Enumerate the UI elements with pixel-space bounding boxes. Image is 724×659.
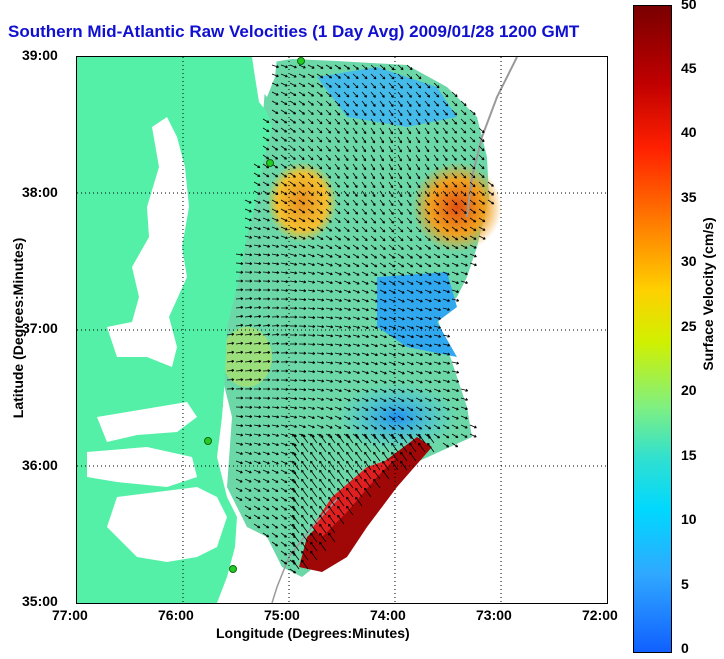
low-velocity-north: [317, 67, 457, 127]
colorbar-tick: 45: [681, 60, 697, 76]
y-axis-label: Latitude (Degrees:Minutes): [10, 237, 26, 419]
xtick-74: 74:00: [370, 607, 406, 623]
xtick-77: 77:00: [52, 607, 88, 623]
x-axis-label: Longitude (Degrees:Minutes): [216, 625, 410, 641]
isobath-north: [466, 57, 518, 218]
map-title: Southern Mid-Atlantic Raw Velocities (1 …: [8, 22, 580, 41]
colorbar: [633, 5, 672, 653]
delaware-bay: [259, 57, 277, 97]
colorbar-tick: 15: [681, 447, 697, 463]
chesapeake-bay: [107, 117, 189, 367]
map-canvas: [77, 57, 607, 603]
xtick-73: 73:00: [476, 607, 512, 623]
velocity-vectors: [226, 64, 495, 574]
xtick-76: 76:00: [158, 607, 194, 623]
colorbar-tick: 5: [681, 576, 689, 592]
ytick-36: 36:00: [22, 457, 58, 473]
radar-station-marker: [297, 57, 305, 65]
xtick-72: 72:00: [582, 607, 618, 623]
ytick-35: 35:00: [22, 593, 58, 609]
gulf-stream-edge: [312, 457, 397, 537]
colorbar-tick: 50: [681, 0, 697, 12]
grid-lines: [77, 57, 607, 603]
pamlico-sound: [107, 487, 227, 562]
colorbar-tick: 20: [681, 382, 697, 398]
radar-station-marker: [266, 159, 274, 167]
mid-velocity-west: [222, 327, 272, 387]
colorbar-label: Surface Velocity (cm/s): [700, 217, 716, 371]
velocity-arrows: [226, 64, 495, 574]
hot-zone-east: [412, 162, 502, 252]
colorbar-tick: 35: [681, 189, 697, 205]
colorbar-tick: 10: [681, 511, 697, 527]
map-plot: [76, 56, 608, 604]
colorbar-tick: 0: [681, 640, 689, 656]
radar-station-marker: [229, 565, 237, 573]
ytick-39: 39:00: [22, 47, 58, 63]
colorbar-tick: 40: [681, 124, 697, 140]
ytick-37: 37:00: [22, 320, 58, 336]
ytick-38: 38:00: [22, 184, 58, 200]
colorbar-tick: 25: [681, 318, 697, 334]
radar-station-marker: [204, 437, 212, 445]
xtick-75: 75:00: [264, 607, 300, 623]
colorbar-tick: 30: [681, 253, 697, 269]
